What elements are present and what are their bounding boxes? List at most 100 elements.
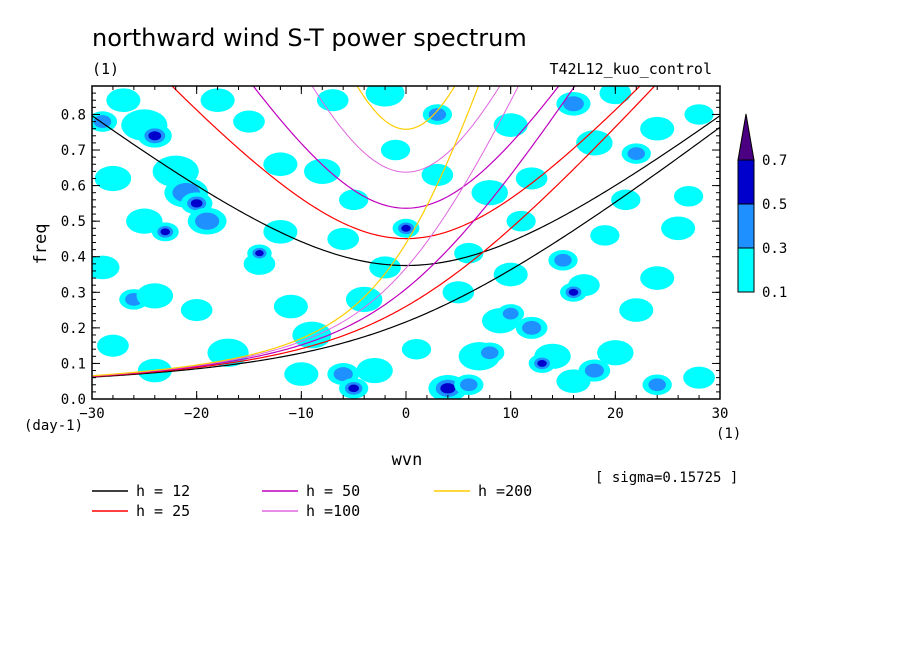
contour-blob-mid — [584, 363, 604, 378]
y-tick-label: 0.1 — [61, 356, 86, 372]
contour-blob — [233, 110, 265, 133]
title-unit: (1) — [92, 60, 119, 78]
legend-label-h-100: h =100 — [306, 502, 360, 520]
contour-blob-high — [148, 131, 162, 141]
contour-blob — [339, 189, 369, 211]
contour-blob — [597, 340, 634, 366]
dispersion-curves-layer — [92, 86, 720, 378]
y-unit-label: (day-1) — [24, 418, 83, 434]
y-axis: 0.0 0.1 0.2 0.3 0.4 0.5 0.6 0.7 0.8 — [61, 92, 720, 408]
contour-blob — [106, 88, 141, 113]
colorbar-extension — [737, 113, 755, 161]
contour-blob — [576, 130, 613, 156]
contour-blob — [661, 216, 696, 241]
curve-h-50-gravity — [252, 86, 560, 209]
curve-h-200-gravity — [356, 86, 456, 130]
legend-label-h-25: h = 25 — [136, 502, 190, 520]
contour-blob — [493, 113, 528, 137]
contour-blob — [611, 189, 641, 211]
colorbar-label: 0.7 — [762, 153, 787, 169]
contour-blob — [136, 283, 174, 309]
y-tick-label: 0.5 — [61, 214, 86, 230]
colorbar-label: 0.1 — [762, 285, 787, 301]
contour-blob — [263, 152, 298, 177]
contour-blob — [304, 158, 341, 184]
contour-blob-mid — [93, 115, 112, 128]
x-tick-label: −10 — [289, 406, 314, 422]
contour-blob-high — [190, 199, 203, 208]
contour-blob — [380, 139, 411, 161]
contour-blob — [640, 266, 675, 290]
contour-blob-mid — [627, 147, 646, 160]
contour-blob-high — [568, 288, 579, 296]
contour-blob — [180, 299, 213, 322]
chart-title: northward wind S-T power spectrum — [92, 24, 527, 52]
contour-blob — [684, 104, 714, 125]
experiment-label: T42L12_kuo_control — [549, 60, 712, 78]
colorbar-segment — [737, 159, 755, 205]
contour-blob — [292, 321, 332, 349]
contour-blob — [599, 86, 632, 105]
contour-blob-mid — [195, 212, 220, 230]
contour-blob-mid — [428, 108, 447, 121]
curve-h-50-mixed — [92, 86, 576, 377]
contour-blob — [590, 225, 620, 246]
contour-blob — [401, 338, 432, 360]
colorbar: 0.1 0.3 0.5 0.7 — [737, 113, 787, 301]
contour-blob — [421, 163, 454, 186]
sigma-note: [ sigma=0.15725 ] — [595, 470, 738, 486]
contour-blob — [356, 357, 393, 384]
x-tick-label: 30 — [712, 406, 729, 422]
contour-blob-high — [348, 384, 359, 393]
x-axis: −30 −20 −10 0 10 20 30 — [79, 86, 728, 422]
contour-blob — [673, 186, 704, 207]
contour-blob — [200, 88, 235, 113]
contour-blob — [442, 281, 475, 304]
curve-h-25-mixed — [92, 86, 656, 378]
contour-blob-high — [537, 359, 547, 367]
contour-blob-mid — [554, 253, 572, 267]
y-axis-label: freq — [31, 224, 51, 265]
x-tick-label: −20 — [184, 406, 209, 422]
curve-h-100-gravity — [311, 86, 501, 173]
y-tick-label: 0.3 — [61, 285, 86, 301]
curve-h-200-mixed — [92, 86, 480, 377]
y-tick-label: 0.2 — [61, 321, 86, 337]
contour-fill-layer — [92, 86, 720, 399]
contour-blob — [365, 86, 405, 107]
contour-blob — [619, 298, 654, 322]
x-tick-label: 10 — [502, 406, 519, 422]
contour-blob-high — [440, 383, 456, 394]
x-tick-label: 0 — [402, 406, 410, 422]
colorbar-label: 0.3 — [762, 241, 787, 257]
contour-blob-mid — [502, 307, 519, 320]
contour-blob — [327, 227, 360, 250]
contour-blob — [369, 256, 401, 279]
y-tick-label: 0.8 — [61, 107, 86, 123]
contour-blob-mid — [522, 320, 542, 335]
contour-blob-mid — [563, 96, 584, 112]
colorbar-segment — [737, 203, 755, 249]
curve-h-12-mixed — [92, 126, 720, 378]
contour-blob — [515, 167, 548, 190]
contour-blob-high — [160, 228, 171, 236]
contour-blob-mid — [333, 367, 353, 382]
y-tick-label: 0.6 — [61, 179, 86, 195]
contour-blob — [273, 294, 308, 319]
contour-blob — [94, 165, 132, 192]
contour-blob-mid — [648, 378, 666, 392]
legend-label-h-50: h = 50 — [306, 482, 360, 500]
contour-blob — [97, 334, 129, 357]
contour-blob — [493, 262, 528, 287]
contour-blob — [92, 255, 120, 280]
legend: h = 12 h = 25 h = 50 h =100 h =200 — [92, 482, 532, 520]
y-tick-label: 0.0 — [61, 392, 86, 408]
curve-h-100-mixed — [92, 86, 519, 377]
contour-blob — [284, 362, 319, 386]
x-tick-label: −30 — [79, 406, 104, 422]
y-tick-label: 0.4 — [61, 250, 86, 266]
x-tick-label: 20 — [607, 406, 624, 422]
y-tick-label: 0.7 — [61, 143, 86, 159]
